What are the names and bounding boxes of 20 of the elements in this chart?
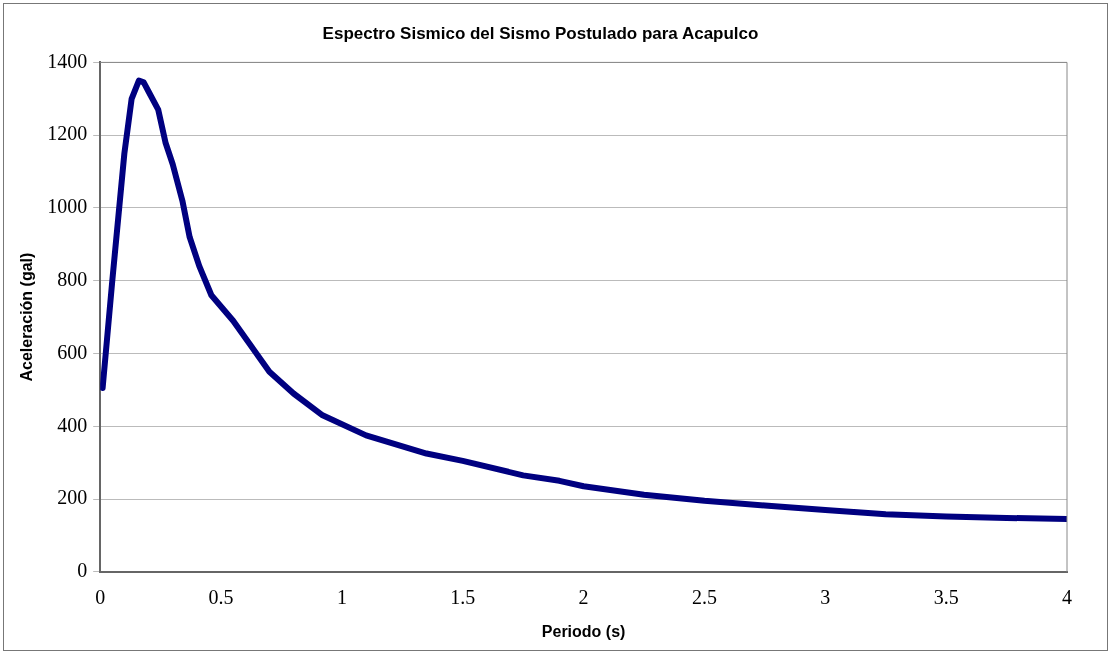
y-tick-label: 1400 xyxy=(47,49,88,72)
y-tick-label: 600 xyxy=(57,340,88,363)
x-tick-label: 4 xyxy=(1062,586,1072,609)
x-tick-label: 1 xyxy=(336,586,347,609)
x-tick-label: 3 xyxy=(820,586,831,609)
x-tick-label: 3.5 xyxy=(933,586,959,609)
x-tick-label: 0.5 xyxy=(208,586,234,609)
x-tick-label: 2 xyxy=(578,586,589,609)
x-axis-title: Periodo (s) xyxy=(541,622,626,640)
y-tick-label: 200 xyxy=(57,486,88,509)
x-tick-label: 2.5 xyxy=(691,586,717,609)
y-tick-label: 400 xyxy=(57,413,88,436)
y-tick-label: 800 xyxy=(57,267,88,290)
y-tick-label: 1000 xyxy=(47,195,88,218)
x-tick-label: 0 xyxy=(95,586,106,609)
y-axis-title: Aceleración (gal) xyxy=(18,252,36,382)
chart-title: Espectro Sismico del Sismo Postulado para Acapulco xyxy=(322,23,759,43)
y-tick-label: 0 xyxy=(77,559,88,582)
y-tick-label: 1200 xyxy=(47,122,88,145)
x-tick-label: 1.5 xyxy=(450,586,476,609)
